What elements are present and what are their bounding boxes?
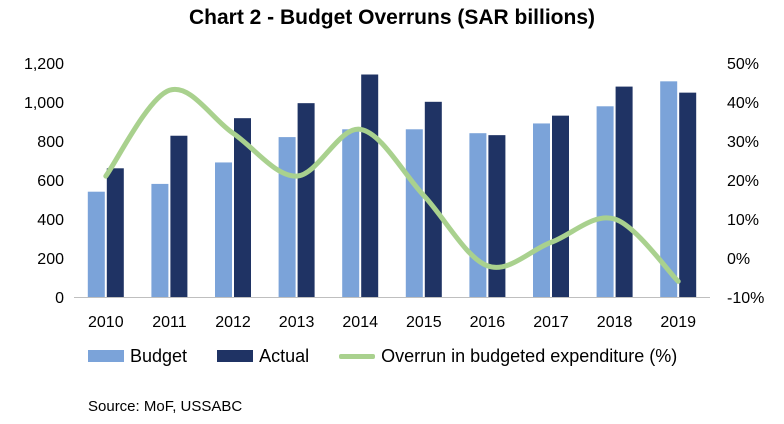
x-axis-ticks: 2010 2011 2012 2013 2014 2015 2016 2017 2018 2019 — [88, 314, 696, 331]
legend-label-overrun: Overrun in budgeted expenditure (%) — [381, 345, 678, 366]
bar-actual — [552, 115, 569, 298]
bar-budget — [215, 162, 232, 297]
left-tick-label: 600 — [37, 173, 64, 190]
left-tick-label: 200 — [37, 251, 64, 268]
bar-budget — [660, 81, 678, 297]
bar-budget — [596, 106, 614, 297]
bar-budget — [533, 123, 550, 297]
x-tick-label: 2013 — [279, 314, 315, 331]
x-tick-label: 2019 — [660, 314, 696, 331]
legend-item-overrun: Overrun in budgeted expenditure (%) — [339, 346, 677, 367]
bar-budget — [151, 183, 169, 297]
bar-actual — [170, 135, 188, 297]
x-tick-label: 2012 — [215, 314, 251, 331]
right-axis-ticks: -10% 0% 10% 20% 30% 40% 50% — [727, 56, 764, 307]
legend-swatch-overrun — [339, 353, 376, 359]
legend-swatch-budget — [88, 350, 124, 362]
bar-budget — [469, 133, 487, 297]
right-tick-label: 40% — [727, 95, 759, 112]
bar-actual — [106, 168, 124, 297]
x-tick-label: 2014 — [342, 314, 378, 331]
legend-swatch-actual — [217, 350, 254, 362]
right-tick-label: 10% — [727, 212, 759, 229]
bar-budget — [405, 129, 423, 297]
left-axis-ticks: 0 200 400 600 800 1,000 1,200 — [24, 56, 64, 307]
legend-label-budget: Budget — [130, 345, 188, 366]
right-tick-label: 20% — [727, 173, 759, 190]
bar-group — [87, 74, 697, 298]
legend-item-budget: Budget — [88, 346, 187, 367]
legend: Budget Actual Overrun in budgeted expend… — [88, 344, 707, 368]
legend-label-actual: Actual — [259, 345, 310, 366]
right-tick-label: 50% — [727, 56, 759, 73]
bar-actual — [488, 135, 506, 297]
left-tick-label: 1,200 — [24, 56, 64, 73]
x-tick-label: 2015 — [406, 314, 442, 331]
x-tick-label: 2018 — [597, 314, 633, 331]
bar-actual — [615, 86, 633, 297]
x-tick-label: 2017 — [533, 314, 569, 331]
right-tick-label: 30% — [727, 134, 759, 151]
x-tick-label: 2010 — [88, 314, 124, 331]
chart-plot: 0 200 400 600 800 1,000 1,200 -10% 0% 10% 20% 30% 4… — [24, 56, 764, 331]
bar-budget — [87, 191, 105, 297]
left-tick-label: 1,000 — [24, 95, 64, 112]
overrun-line — [103, 86, 681, 284]
bar-actual — [297, 103, 315, 297]
bar-actual — [424, 101, 442, 298]
source-note: Source: MoF, USSABC — [88, 398, 243, 415]
right-tick-label: -10% — [727, 290, 764, 307]
right-tick-label: 0% — [727, 251, 750, 268]
chart-title: Chart 2 - Budget Overruns (SAR billions) — [188, 6, 596, 29]
left-tick-label: 0 — [55, 290, 64, 307]
left-tick-label: 800 — [37, 134, 64, 151]
bar-actual — [679, 92, 697, 297]
bar-budget — [342, 129, 360, 297]
bar-actual — [234, 118, 251, 297]
left-tick-label: 400 — [37, 212, 64, 229]
x-tick-label: 2016 — [470, 314, 506, 331]
bar-budget — [278, 137, 296, 297]
x-tick-label: 2011 — [152, 314, 187, 331]
legend-item-actual: Actual — [217, 346, 309, 367]
bar-actual — [361, 74, 379, 297]
